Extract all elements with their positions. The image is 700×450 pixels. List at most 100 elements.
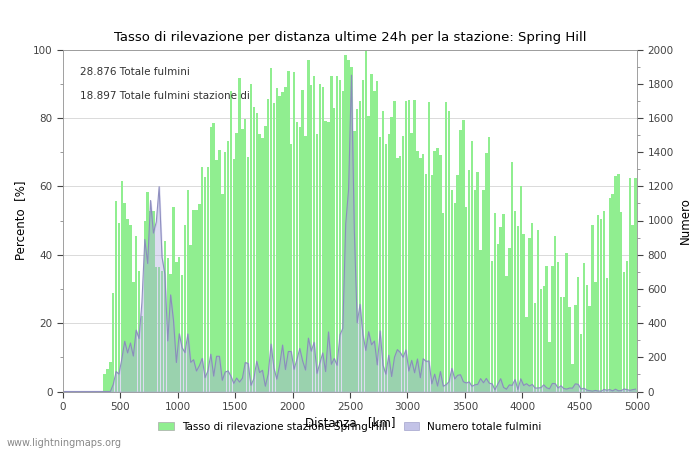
Bar bbox=[195, 211, 197, 392]
Bar bbox=[241, 130, 244, 392]
Text: 18.897 Totale fulmini stazione di: 18.897 Totale fulmini stazione di bbox=[80, 90, 250, 100]
Bar bbox=[235, 134, 238, 392]
Bar bbox=[149, 211, 152, 392]
Bar bbox=[491, 261, 494, 392]
Bar bbox=[244, 119, 246, 392]
Bar bbox=[405, 101, 407, 392]
Bar bbox=[503, 214, 505, 392]
Bar bbox=[433, 151, 436, 392]
Bar bbox=[600, 219, 602, 392]
Bar bbox=[594, 282, 596, 392]
Bar bbox=[155, 267, 158, 392]
Bar bbox=[373, 91, 376, 392]
Bar bbox=[419, 158, 421, 392]
Bar bbox=[471, 141, 473, 392]
Bar bbox=[267, 99, 270, 392]
Bar bbox=[112, 292, 114, 392]
Bar bbox=[586, 284, 588, 392]
Bar bbox=[494, 213, 496, 392]
Bar bbox=[247, 157, 249, 392]
Bar bbox=[187, 190, 189, 392]
Bar bbox=[454, 202, 456, 392]
Bar bbox=[172, 207, 175, 392]
Bar bbox=[566, 252, 568, 392]
Bar bbox=[634, 178, 637, 392]
Bar bbox=[193, 210, 195, 392]
Bar bbox=[370, 74, 372, 392]
Bar bbox=[379, 137, 382, 392]
Bar bbox=[560, 297, 562, 392]
Bar bbox=[519, 186, 522, 392]
Bar bbox=[571, 364, 573, 392]
Title: Tasso di rilevazione per distanza ultime 24h per la stazione: Spring Hill: Tasso di rilevazione per distanza ultime… bbox=[113, 31, 587, 44]
Bar bbox=[611, 194, 614, 392]
Bar bbox=[318, 84, 321, 392]
Bar bbox=[551, 266, 554, 392]
Bar bbox=[253, 108, 255, 392]
Bar bbox=[287, 72, 290, 392]
Bar bbox=[592, 225, 594, 392]
Bar bbox=[388, 134, 390, 392]
Bar bbox=[324, 122, 327, 392]
Y-axis label: Numero: Numero bbox=[679, 197, 692, 244]
Bar bbox=[439, 155, 442, 392]
Bar bbox=[606, 278, 608, 392]
Text: 28.876 Totale fulmini: 28.876 Totale fulmini bbox=[80, 67, 190, 76]
Bar bbox=[198, 204, 200, 392]
Bar bbox=[603, 211, 606, 392]
Bar bbox=[410, 133, 413, 392]
Bar bbox=[227, 141, 229, 392]
Bar bbox=[316, 134, 318, 392]
Bar bbox=[465, 207, 468, 392]
Bar bbox=[459, 130, 462, 392]
Bar bbox=[250, 85, 252, 392]
Bar bbox=[548, 342, 551, 392]
Bar bbox=[563, 297, 565, 392]
Bar bbox=[295, 122, 298, 392]
Bar bbox=[328, 122, 330, 392]
Bar bbox=[132, 282, 134, 392]
Bar bbox=[302, 90, 304, 392]
Bar bbox=[442, 213, 444, 392]
Bar bbox=[468, 170, 470, 392]
Bar bbox=[425, 175, 427, 392]
Bar bbox=[299, 126, 301, 392]
Bar bbox=[146, 192, 149, 392]
Bar bbox=[284, 87, 286, 392]
Bar bbox=[135, 236, 137, 392]
Bar bbox=[554, 236, 556, 392]
Bar bbox=[448, 112, 450, 392]
Bar bbox=[144, 220, 146, 392]
Bar bbox=[310, 85, 312, 392]
Bar bbox=[164, 241, 166, 392]
Bar bbox=[620, 212, 622, 392]
Bar bbox=[428, 103, 430, 392]
Bar bbox=[106, 369, 108, 392]
Bar bbox=[356, 109, 358, 392]
Text: www.lightningmaps.org: www.lightningmaps.org bbox=[7, 438, 122, 448]
Bar bbox=[474, 190, 476, 392]
Bar bbox=[422, 154, 424, 392]
Bar bbox=[270, 68, 272, 391]
Bar bbox=[517, 226, 519, 392]
Bar bbox=[451, 190, 453, 392]
Bar bbox=[221, 194, 223, 392]
Bar bbox=[615, 176, 617, 392]
Bar bbox=[184, 225, 186, 392]
Bar bbox=[190, 245, 192, 392]
Bar bbox=[339, 80, 341, 392]
Bar bbox=[402, 136, 405, 392]
Bar bbox=[120, 181, 123, 392]
Bar bbox=[138, 270, 140, 392]
Bar bbox=[115, 201, 118, 392]
Bar bbox=[522, 234, 525, 392]
Bar bbox=[525, 317, 528, 392]
Bar bbox=[209, 127, 212, 392]
Bar bbox=[350, 67, 353, 392]
Bar bbox=[347, 60, 350, 392]
Bar bbox=[540, 289, 542, 392]
Bar bbox=[597, 216, 599, 392]
Bar bbox=[368, 116, 370, 392]
Bar bbox=[608, 198, 611, 392]
Bar bbox=[178, 256, 181, 392]
